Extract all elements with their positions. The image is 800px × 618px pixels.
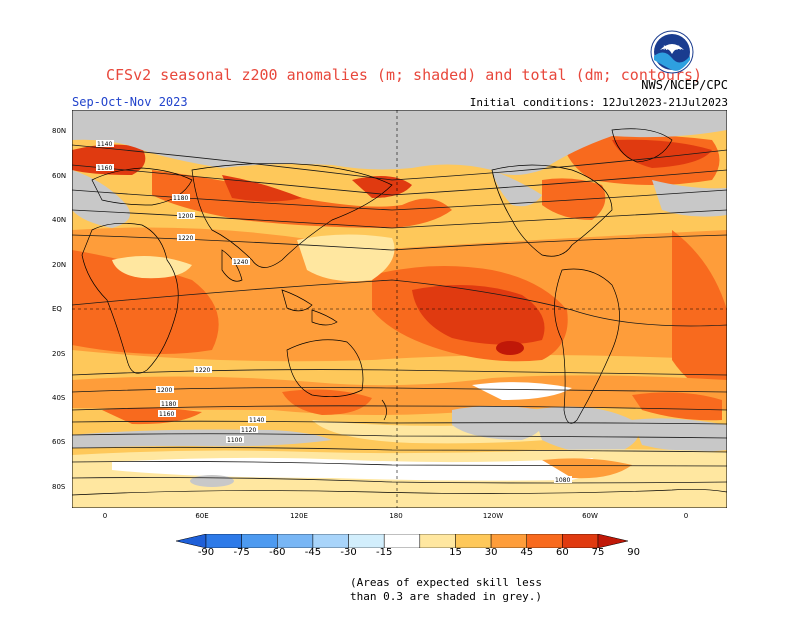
- agency-label: NWS/NCEP/CPC: [641, 78, 728, 92]
- colorbar-swatch: [490, 534, 527, 548]
- svg-text:1220: 1220: [195, 367, 210, 374]
- lon-label: 60W: [582, 512, 598, 520]
- colorbar-swatch: [205, 534, 242, 548]
- svg-text:1240: 1240: [233, 259, 248, 266]
- initial-conditions-label: Initial conditions: 12Jul2023-21Jul2023: [469, 96, 728, 109]
- height-contours: [72, 144, 727, 484]
- footnote-line-2: than 0.3 are shaded in grey.): [350, 590, 543, 603]
- noaa-logo: NOAA: [650, 30, 694, 74]
- colorbar-swatch: [455, 534, 492, 548]
- lon-label: 180: [389, 512, 403, 520]
- anomaly-map: 1140 1160 1180 1200 1220 1240 1220 1200 …: [72, 110, 727, 508]
- lon-label: 60E: [195, 512, 209, 520]
- colorbar-swatch: [348, 534, 385, 548]
- colorbar-tick-label: -15: [376, 547, 393, 558]
- contour-labels: 1140 1160 1180 1200 1220 1240 1220 1200 …: [96, 140, 572, 484]
- svg-text:1160: 1160: [159, 411, 174, 418]
- colorbar: [176, 534, 628, 548]
- lon-label: 120E: [290, 512, 308, 520]
- colorbar-tick-label: 60: [555, 547, 569, 558]
- lon-label: 0: [683, 512, 689, 520]
- svg-text:1080: 1080: [555, 477, 570, 484]
- grey-skill-mask-north: [72, 110, 727, 175]
- coastlines: [72, 128, 727, 496]
- svg-text:1120: 1120: [241, 427, 256, 434]
- svg-text:1200: 1200: [178, 213, 193, 220]
- lat-label: EQ: [52, 305, 62, 313]
- lat-label: 40S: [52, 394, 66, 402]
- colorbar-swatch: [526, 534, 563, 548]
- lon-label: 0: [102, 512, 108, 520]
- lat-label: 80S: [52, 483, 66, 491]
- lon-label: 120W: [482, 512, 504, 520]
- season-label: Sep-Oct-Nov 2023: [72, 95, 188, 109]
- footnote-line-1: (Areas of expected skill less: [350, 576, 543, 589]
- colorbar-swatch: [241, 534, 278, 548]
- svg-text:1100: 1100: [227, 437, 242, 444]
- svg-text:1140: 1140: [249, 417, 264, 424]
- svg-text:1200: 1200: [157, 387, 172, 394]
- colorbar-swatch: [312, 534, 349, 548]
- svg-text:1140: 1140: [97, 141, 112, 148]
- lat-label: 40N: [52, 216, 67, 224]
- colorbar-tick-label: 75: [591, 547, 605, 558]
- colorbar-tick-label: 90: [627, 547, 640, 558]
- svg-text:1220: 1220: [178, 235, 193, 242]
- lat-label: 20S: [52, 350, 66, 358]
- colorbar-tick-label: -60: [269, 547, 286, 558]
- colorbar-tick-label: 15: [449, 547, 462, 558]
- lat-label: 60N: [52, 172, 67, 180]
- logo-text: NOAA: [663, 45, 681, 52]
- colorbar-tick-label: -90: [197, 547, 215, 558]
- colorbar-swatch: [419, 534, 456, 548]
- lat-label: 80N: [52, 127, 67, 135]
- colorbar-tick-label: -75: [233, 547, 250, 558]
- map-title: CFSv2 seasonal z200 anomalies (m; shaded…: [106, 66, 703, 84]
- svg-text:1180: 1180: [161, 401, 176, 408]
- colorbar-tick-label: -45: [304, 547, 322, 558]
- colorbar-min-triangle: [176, 534, 207, 548]
- svg-text:1160: 1160: [97, 165, 112, 172]
- colorbar-tick-label: -30: [340, 547, 357, 558]
- footnote: (Areas of expected skill less than 0.3 a…: [350, 576, 542, 604]
- colorbar-max-triangle: [597, 534, 628, 548]
- colorbar-swatch: [562, 534, 599, 548]
- lat-label: 60S: [52, 438, 66, 446]
- colorbar-swatch: [383, 534, 421, 548]
- colorbar-swatch: [277, 534, 314, 548]
- colorbar-tick-label: 30: [484, 547, 498, 558]
- svg-text:1180: 1180: [173, 195, 188, 202]
- lat-label: 20N: [52, 261, 67, 269]
- colorbar-tick-label: 45: [520, 547, 534, 558]
